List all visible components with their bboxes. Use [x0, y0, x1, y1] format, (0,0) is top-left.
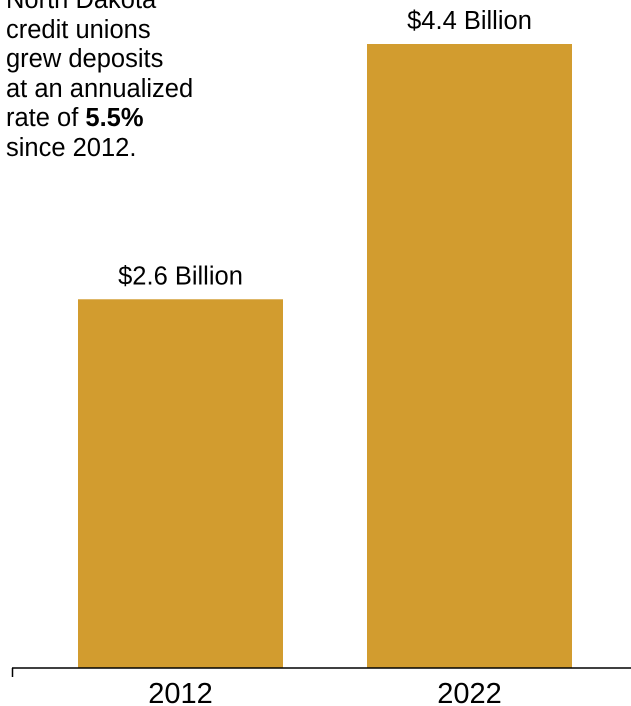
annotation-line: at an annualized	[6, 74, 194, 103]
data-label-2012: $2.6 Billion	[118, 262, 243, 290]
annotation-text: rate of	[6, 104, 86, 132]
annotation-line: grew deposits	[6, 45, 164, 73]
x-tick-label-2012: 2012	[148, 678, 213, 706]
chart-annotation: North Dakota credit unions grew deposits…	[6, 0, 193, 163]
growth-rate: 5.5%	[85, 104, 144, 132]
annotation-line: credit unions	[6, 15, 151, 44]
x-tick-label-2022: 2022	[437, 678, 502, 706]
data-label-2022: $4.4 Billion	[407, 7, 532, 35]
bar-2012	[78, 299, 283, 668]
annotation-line: rate of 5.5%	[6, 104, 193, 134]
annotation-line: North Dakota	[6, 0, 157, 14]
annotation-line: since 2012.	[6, 133, 137, 162]
bar-2022	[367, 44, 572, 668]
